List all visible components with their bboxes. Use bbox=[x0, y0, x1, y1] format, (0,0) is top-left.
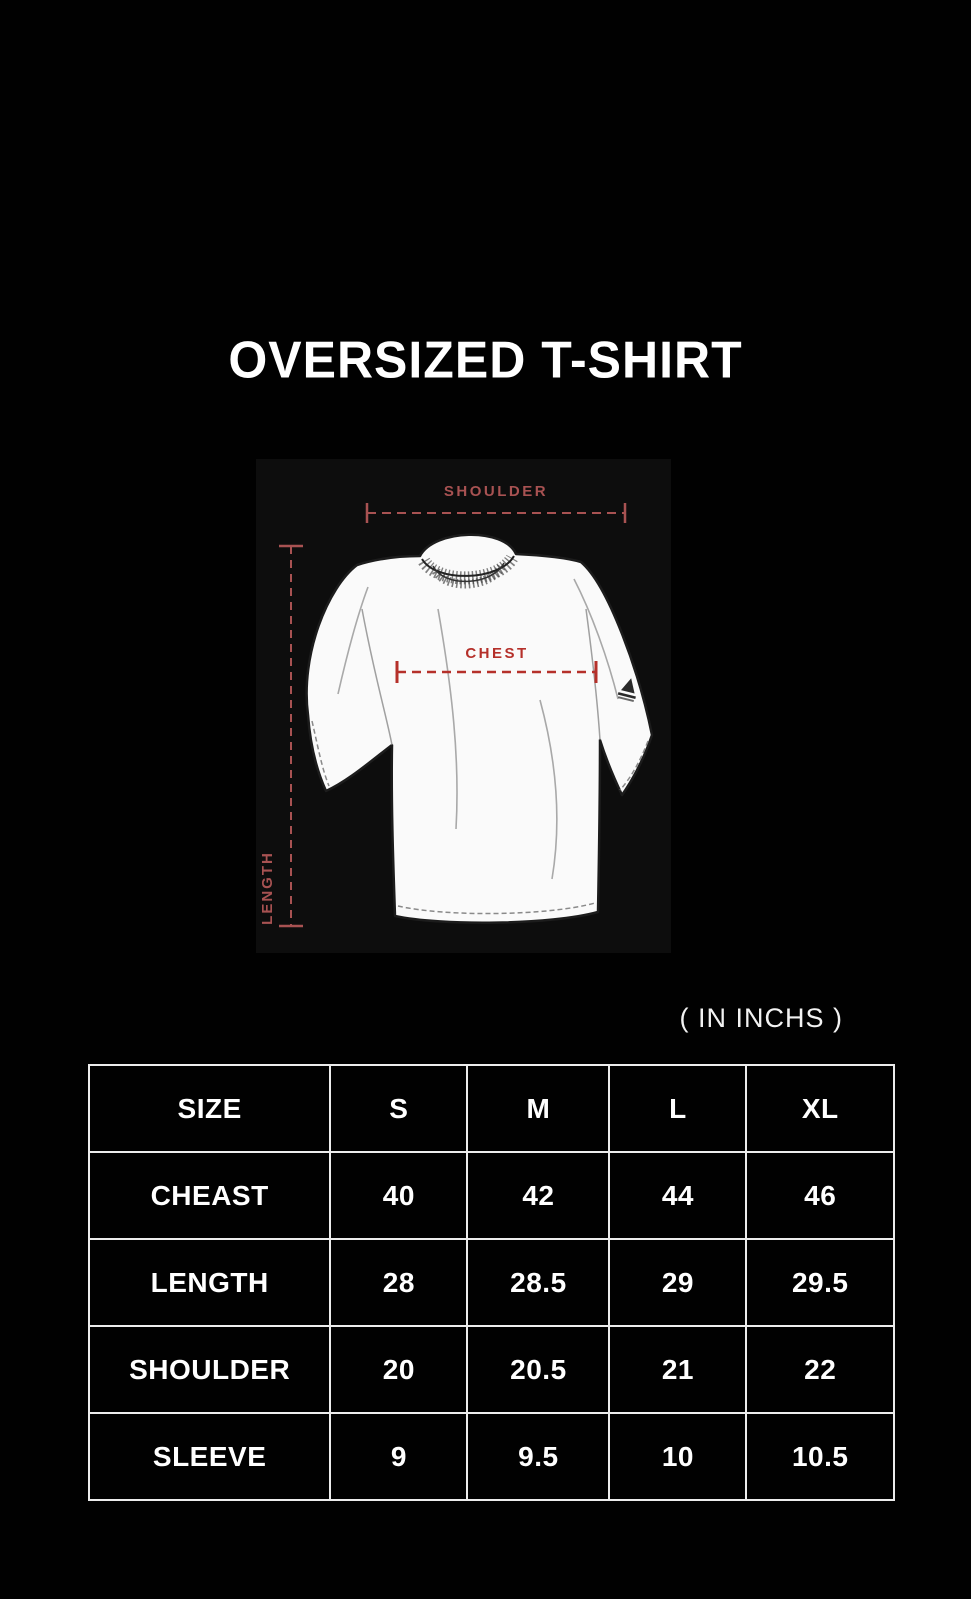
fabric-folds bbox=[337, 578, 619, 880]
table-cell: 10 bbox=[608, 1412, 748, 1501]
table-cell: 44 bbox=[608, 1151, 748, 1240]
armhole-seam-left bbox=[361, 608, 393, 746]
column-header-l: L bbox=[608, 1064, 748, 1153]
sleeve-brand-logo bbox=[617, 678, 636, 703]
column-header-size: SIZE bbox=[87, 1064, 332, 1153]
table-cell: 9.5 bbox=[466, 1412, 611, 1501]
table-row-shoulder: SHOULDER 20 20.5 21 22 bbox=[87, 1325, 895, 1414]
table-cell: 29.5 bbox=[745, 1238, 895, 1327]
tshirt-outline bbox=[305, 533, 654, 924]
chest-measure-label: CHEST bbox=[465, 645, 528, 662]
armhole-seam-right bbox=[585, 608, 601, 741]
row-label: CHEAST bbox=[87, 1151, 332, 1240]
table-cell: 28 bbox=[329, 1238, 469, 1327]
tshirt-illustration: SHOULDER CHEST LENGTH bbox=[259, 483, 654, 928]
table-cell: 9 bbox=[329, 1412, 469, 1501]
length-measure-line bbox=[279, 544, 303, 928]
table-cell: 46 bbox=[745, 1151, 895, 1240]
table-cell: 21 bbox=[608, 1325, 748, 1414]
table-cell: 22 bbox=[745, 1325, 895, 1414]
row-label: SLEEVE bbox=[87, 1412, 332, 1501]
collar-ribbing bbox=[418, 554, 518, 589]
column-header-s: S bbox=[329, 1064, 469, 1153]
table-row-length: LENGTH 28 28.5 29 29.5 bbox=[87, 1238, 895, 1327]
table-cell: 28.5 bbox=[466, 1238, 611, 1327]
shoulder-measure-line bbox=[365, 503, 627, 523]
table-cell: 10.5 bbox=[745, 1412, 895, 1501]
tshirt-measurement-diagram: SHOULDER CHEST LENGTH bbox=[256, 459, 671, 953]
chest-measure-line bbox=[395, 661, 598, 683]
table-row-chest: CHEAST 40 42 44 46 bbox=[87, 1151, 895, 1240]
table-cell: 20 bbox=[329, 1325, 469, 1414]
row-label: SHOULDER bbox=[87, 1325, 332, 1414]
table-cell: 20.5 bbox=[466, 1325, 611, 1414]
size-chart-table: SIZE S M L XL CHEAST 40 42 44 46 LENGTH … bbox=[87, 1064, 895, 1501]
column-header-m: M bbox=[466, 1064, 611, 1153]
table-row-sleeve: SLEEVE 9 9.5 10 10.5 bbox=[87, 1412, 895, 1501]
row-label: LENGTH bbox=[87, 1238, 332, 1327]
length-measure-label: LENGTH bbox=[259, 851, 276, 925]
page-title: OVERSIZED T-SHIRT bbox=[228, 330, 743, 390]
table-cell: 42 bbox=[466, 1151, 611, 1240]
table-cell: 29 bbox=[608, 1238, 748, 1327]
table-header-row: SIZE S M L XL bbox=[87, 1064, 895, 1153]
hem-stitching bbox=[311, 720, 649, 915]
units-note: ( IN INCHS ) bbox=[679, 1003, 843, 1033]
table-cell: 40 bbox=[329, 1151, 469, 1240]
column-header-xl: XL bbox=[745, 1064, 895, 1153]
shoulder-measure-label: SHOULDER bbox=[444, 483, 548, 500]
